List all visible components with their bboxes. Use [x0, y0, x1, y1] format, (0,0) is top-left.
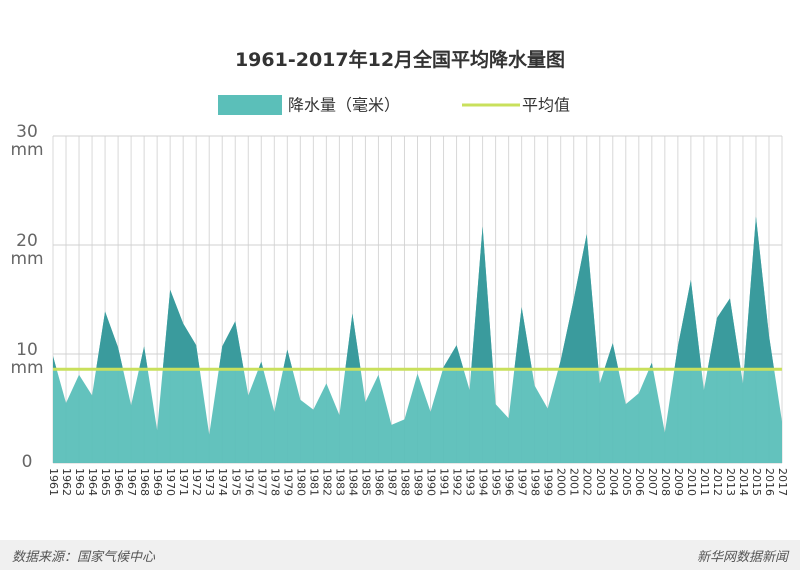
x-tick-label: 1988 [398, 468, 411, 496]
legend-label: 降水量（毫米） [288, 96, 400, 115]
x-tick-label: 1991 [438, 468, 451, 496]
x-tick-label: 2007 [646, 468, 659, 496]
x-tick-label: 1962 [60, 468, 73, 496]
x-tick-label: 1969 [151, 468, 164, 496]
x-tick-label: 1963 [73, 468, 86, 496]
x-tick-label: 1974 [216, 468, 229, 496]
x-tick-label: 2015 [750, 468, 763, 496]
x-tick-label: 1972 [190, 468, 203, 496]
x-tick-label: 1975 [229, 468, 242, 496]
x-tick-label: 1997 [516, 468, 529, 496]
x-tick-label: 1967 [125, 468, 138, 496]
y-tick-label: 20 mm [10, 231, 44, 269]
x-tick-label: 1964 [86, 468, 99, 496]
x-tick-label: 2002 [581, 468, 594, 496]
x-tick-label: 2006 [633, 468, 646, 496]
x-tick-label: 2013 [724, 468, 737, 496]
x-tick-label: 2000 [555, 468, 568, 496]
x-tick-label: 1978 [268, 468, 281, 496]
x-tick-label: 1971 [177, 468, 190, 496]
x-tick-label: 1999 [542, 468, 555, 496]
x-tick-label: 1985 [359, 468, 372, 496]
x-tick-label: 1982 [320, 468, 333, 496]
x-tick-label: 1966 [112, 468, 125, 496]
x-tick-label: 1986 [372, 468, 385, 496]
x-tick-label: 1984 [346, 468, 359, 496]
y-tick-label: 0 [21, 452, 33, 472]
footer-band [0, 540, 800, 570]
x-tick-label: 2005 [620, 468, 633, 496]
x-tick-label: 1987 [385, 468, 398, 496]
x-tick-label: 1992 [451, 468, 464, 496]
x-tick-label: 1994 [477, 468, 490, 496]
area [53, 216, 782, 463]
x-tick-label: 1995 [490, 468, 503, 496]
y-tick-label: 10 mm [10, 340, 44, 378]
credit: 新华网数据新闻 [697, 550, 790, 565]
x-tick-label: 2012 [711, 468, 724, 496]
x-tick-label: 1996 [503, 468, 516, 496]
y-tick-label: 30 mm [10, 122, 44, 160]
x-tick-label: 1990 [425, 468, 438, 496]
x-tick-label: 2003 [594, 468, 607, 496]
x-tick-label: 1961 [47, 468, 60, 496]
x-tick-label: 2011 [698, 468, 711, 496]
x-tick-label: 1973 [203, 468, 216, 496]
x-tick-label: 1983 [333, 468, 346, 496]
x-tick-label: 1981 [307, 468, 320, 496]
x-tick-label: 1977 [255, 468, 268, 496]
legend-swatch [218, 95, 282, 115]
x-tick-label: 1980 [294, 468, 307, 496]
x-tick-label: 1998 [529, 468, 542, 496]
x-tick-label: 2001 [568, 468, 581, 496]
x-tick-label: 2008 [659, 468, 672, 496]
legend-label: 平均值 [522, 96, 570, 115]
x-tick-label: 1979 [281, 468, 294, 496]
x-tick-label: 2016 [763, 468, 776, 496]
x-tick-label: 2010 [685, 468, 698, 496]
x-tick-label: 2004 [607, 468, 620, 496]
x-tick-label: 1989 [412, 468, 425, 496]
area-above-average [53, 216, 775, 370]
x-tick-label: 1965 [99, 468, 112, 496]
x-tick-label: 2009 [672, 468, 685, 496]
x-tick-label: 1976 [242, 468, 255, 496]
chart-title: 1961-2017年12月全国平均降水量图 [235, 48, 565, 71]
x-tick-label: 1993 [464, 468, 477, 496]
x-tick-label: 1970 [164, 468, 177, 496]
x-tick-label: 1968 [138, 468, 151, 496]
x-tick-label: 2017 [776, 468, 789, 496]
x-tick-label: 2014 [737, 468, 750, 496]
source: 数据来源：国家气候中心 [12, 549, 156, 565]
